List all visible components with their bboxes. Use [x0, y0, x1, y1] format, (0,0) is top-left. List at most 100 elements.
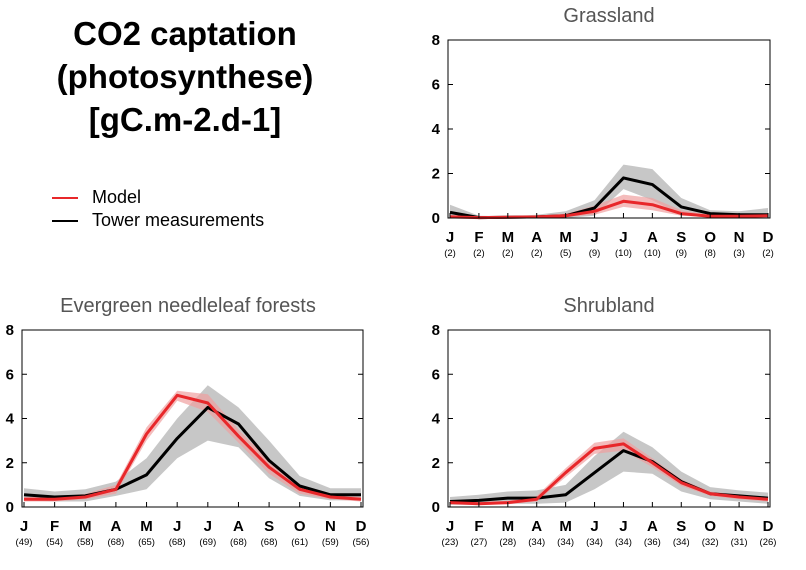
x-count-label: (61) [291, 537, 308, 548]
x-count-label: (68) [107, 537, 124, 548]
y-tick-label: 2 [432, 166, 440, 183]
y-tick-label: 4 [432, 411, 441, 428]
x-tick-label: J [619, 518, 627, 535]
x-count-label: (68) [230, 537, 247, 548]
x-tick-label: J [590, 229, 598, 246]
y-tick-label: 0 [432, 210, 440, 227]
x-count-label: (49) [16, 537, 33, 548]
x-count-label: (2) [762, 248, 774, 259]
chart-title: Shrubland [563, 295, 654, 317]
model-uncertainty-band [450, 438, 768, 505]
x-count-label: (26) [760, 537, 777, 548]
x-count-label: (2) [531, 248, 543, 259]
legend-swatch-model [52, 196, 78, 199]
x-tick-label: O [294, 518, 306, 535]
model-series-line [449, 442, 769, 506]
x-count-label: (5) [560, 248, 572, 259]
x-tick-label: M [502, 229, 515, 246]
x-tick-label: J [619, 229, 627, 246]
x-count-label: (27) [470, 537, 487, 548]
y-tick-label: 8 [6, 322, 14, 339]
y-tick-label: 2 [6, 455, 14, 472]
legend-item-model: Model [52, 186, 264, 209]
x-tick-label: N [325, 518, 336, 535]
x-count-label: (65) [138, 537, 155, 548]
y-tick-label: 8 [432, 322, 440, 339]
x-tick-label: S [264, 518, 274, 535]
y-tick-label: 4 [6, 411, 15, 428]
x-tick-label: D [356, 518, 367, 535]
x-tick-label: S [676, 518, 686, 535]
x-count-label: (68) [261, 537, 278, 548]
legend-swatch-tower [52, 219, 78, 222]
x-count-label: (59) [322, 537, 339, 548]
chart-panel-3: Shrubland 0 2 4 6 8 J (23) F (27) M (28) A (34) M (34) J… [432, 295, 777, 548]
x-tick-label: A [233, 518, 244, 535]
x-tick-label: F [474, 518, 483, 535]
x-tick-label: J [173, 518, 181, 535]
x-tick-label: O [704, 518, 716, 535]
x-tick-label: O [704, 229, 716, 246]
x-tick-label: J [204, 518, 212, 535]
x-count-label: (10) [615, 248, 632, 259]
y-tick-label: 6 [432, 366, 440, 383]
x-count-label: (34) [615, 537, 632, 548]
x-count-label: (28) [499, 537, 516, 548]
x-tick-label: F [474, 229, 483, 246]
x-count-label: (2) [473, 248, 485, 259]
x-count-label: (34) [586, 537, 603, 548]
x-tick-label: J [446, 518, 454, 535]
legend: Model Tower measurements [52, 186, 264, 232]
x-tick-label: A [647, 518, 658, 535]
x-tick-label: A [531, 518, 542, 535]
x-tick-label: M [502, 518, 515, 535]
model-series-line [449, 199, 769, 220]
x-tick-label: N [734, 229, 745, 246]
x-count-label: (31) [731, 537, 748, 548]
x-tick-label: M [79, 518, 92, 535]
x-tick-label: A [110, 518, 121, 535]
title-line-3: [gC.m-2.d-1] [88, 101, 282, 138]
x-count-label: (32) [702, 537, 719, 548]
y-tick-label: 0 [432, 499, 440, 516]
y-tick-label: 8 [432, 32, 440, 49]
legend-label-tower: Tower measurements [92, 210, 265, 230]
x-count-label: (3) [733, 248, 745, 259]
x-tick-label: D [763, 518, 774, 535]
x-tick-label: M [140, 518, 153, 535]
plot-frame [447, 329, 771, 508]
x-tick-label: M [559, 518, 572, 535]
chart-panel-1: Grassland 0 2 4 6 8 J (2) F (2) M (2) A (2) M (5) J (9) J (… [432, 5, 774, 259]
figure-title: CO2 captation (photosynthese) [gC.m-2.d-… [0, 12, 370, 141]
legend-label-model: Model [92, 187, 142, 207]
y-tick-label: 4 [432, 121, 441, 138]
title-line-1: CO2 captation [73, 15, 297, 52]
x-count-label: (34) [557, 537, 574, 548]
x-tick-label: D [763, 229, 774, 246]
x-count-label: (10) [644, 248, 661, 259]
x-tick-label: A [531, 229, 542, 246]
title-line-2: (photosynthese) [56, 58, 314, 95]
x-count-label: (58) [77, 537, 94, 548]
x-tick-label: N [734, 518, 745, 535]
x-count-label: (56) [353, 537, 370, 548]
x-count-label: (68) [169, 537, 186, 548]
x-count-label: (9) [589, 248, 601, 259]
x-count-label: (34) [673, 537, 690, 548]
chart-title: Grassland [563, 5, 654, 27]
y-tick-label: 6 [6, 366, 14, 383]
y-tick-label: 2 [432, 455, 440, 472]
y-tick-label: 6 [432, 77, 440, 94]
x-count-label: (34) [528, 537, 545, 548]
x-count-label: (54) [46, 537, 63, 548]
x-count-label: (9) [675, 248, 687, 259]
x-tick-label: S [676, 229, 686, 246]
x-tick-label: F [50, 518, 59, 535]
chart-panel-2: Evergreen needleleaf forests 0 2 4 6 8 J (49) F (… [6, 295, 370, 548]
x-count-label: (69) [199, 537, 216, 548]
x-count-label: (2) [444, 248, 456, 259]
y-tick-label: 0 [6, 499, 14, 516]
x-tick-label: J [590, 518, 598, 535]
x-tick-label: J [20, 518, 28, 535]
